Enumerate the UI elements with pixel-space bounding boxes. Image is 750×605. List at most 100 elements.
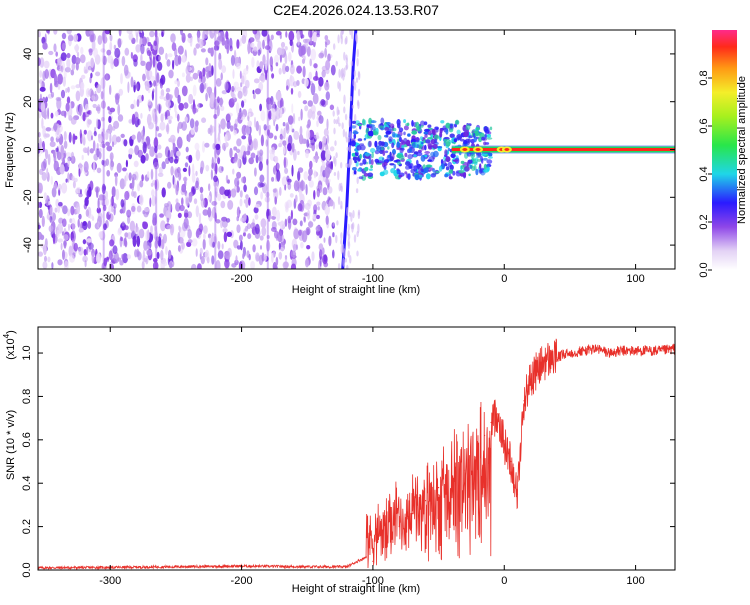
noise-blob — [188, 93, 194, 105]
noise-blob — [120, 199, 125, 208]
noise-blob — [80, 54, 86, 64]
signal-blob — [489, 126, 493, 131]
noise-blob — [275, 123, 279, 132]
noise-blob — [142, 73, 146, 82]
noise-blob — [293, 180, 300, 192]
noise-blob — [325, 149, 331, 161]
noise-blob — [259, 103, 262, 112]
noise-blob — [205, 92, 208, 102]
transition-blob — [338, 82, 342, 92]
noise-blob — [287, 115, 294, 125]
signal-blob — [425, 164, 432, 168]
signal-blob — [450, 153, 456, 159]
noise-blob — [113, 206, 116, 216]
noise-blob — [208, 62, 212, 72]
noise-blob — [267, 129, 271, 136]
noise-blob — [50, 91, 55, 98]
noise-blob — [239, 190, 243, 198]
noise-blob — [188, 165, 191, 177]
noise-blob — [175, 198, 179, 204]
noise-blob — [257, 181, 264, 188]
noise-blob — [268, 110, 272, 119]
noise-blob — [40, 234, 45, 241]
noise-blob — [78, 168, 81, 177]
noise-blob — [278, 242, 281, 250]
noise-blob — [182, 167, 187, 172]
noise-blob — [327, 186, 333, 194]
noise-blob — [177, 113, 180, 122]
noise-blob — [313, 190, 316, 200]
noise-blob — [274, 156, 279, 163]
noise-blob — [39, 57, 45, 68]
noise-blob — [41, 117, 44, 129]
noise-blob — [164, 203, 170, 208]
noise-blob — [174, 86, 180, 99]
signal-blob — [444, 163, 448, 167]
transition-blob — [336, 220, 339, 226]
signal-blob — [464, 166, 470, 172]
signal-blob — [362, 118, 365, 126]
signal-blob — [424, 144, 427, 151]
noise-blob — [310, 83, 316, 96]
noise-blob — [160, 74, 166, 86]
noise-blob — [217, 157, 221, 165]
snr-data-point — [510, 460, 512, 463]
carrier-hotspot-core — [504, 148, 510, 151]
noise-blob — [199, 247, 203, 255]
noise-blob — [254, 167, 257, 177]
noise-blob — [263, 124, 267, 131]
noise-blob — [202, 209, 209, 216]
noise-blob — [136, 205, 142, 213]
signal-blob — [438, 165, 443, 172]
noise-blob — [64, 66, 71, 73]
noise-blob — [66, 52, 71, 59]
noise-blob — [157, 144, 162, 150]
noise-blob — [101, 55, 105, 64]
noise-blob — [136, 235, 141, 248]
noise-blob — [252, 30, 258, 35]
noise-blob — [211, 30, 216, 34]
noise-blob — [156, 61, 163, 71]
noise-blob — [231, 85, 235, 92]
noise-blob — [113, 57, 119, 67]
noise-blob — [324, 47, 327, 58]
transition-blob — [349, 130, 352, 139]
noise-blob — [83, 161, 89, 173]
noise-blob — [101, 159, 105, 166]
noise-blob — [67, 86, 70, 93]
noise-blob — [240, 217, 245, 222]
noise-blob — [266, 158, 269, 166]
noise-blob — [66, 96, 71, 104]
noise-blob — [289, 193, 294, 198]
signal-blob — [411, 130, 418, 135]
noise-blob — [152, 56, 156, 68]
noise-blob — [253, 186, 259, 196]
noise-blob — [307, 209, 311, 220]
noise-blob — [206, 256, 210, 264]
noise-blob — [123, 198, 126, 208]
signal-blob — [368, 168, 373, 171]
signal-blob — [416, 159, 419, 166]
noise-blob — [187, 239, 193, 244]
transition-blob — [356, 230, 359, 238]
signal-blob — [352, 167, 357, 171]
noise-blob — [290, 263, 297, 269]
noise-blob — [45, 149, 49, 160]
noise-blob — [233, 239, 239, 249]
signal-blob — [440, 159, 444, 165]
signal-blob — [427, 142, 433, 148]
snr-data-point — [372, 560, 374, 562]
noise-blob — [146, 50, 152, 56]
noise-blob — [312, 31, 318, 43]
noise-blob — [184, 212, 189, 218]
snr-data-point — [621, 350, 624, 352]
noise-blob — [230, 55, 235, 66]
signal-blob — [357, 169, 361, 172]
noise-blob — [82, 221, 87, 226]
signal-blob — [448, 176, 453, 180]
signal-blob — [368, 117, 372, 125]
transition-blob — [343, 106, 346, 114]
signal-blob — [398, 154, 405, 161]
signal-blob — [408, 148, 413, 153]
